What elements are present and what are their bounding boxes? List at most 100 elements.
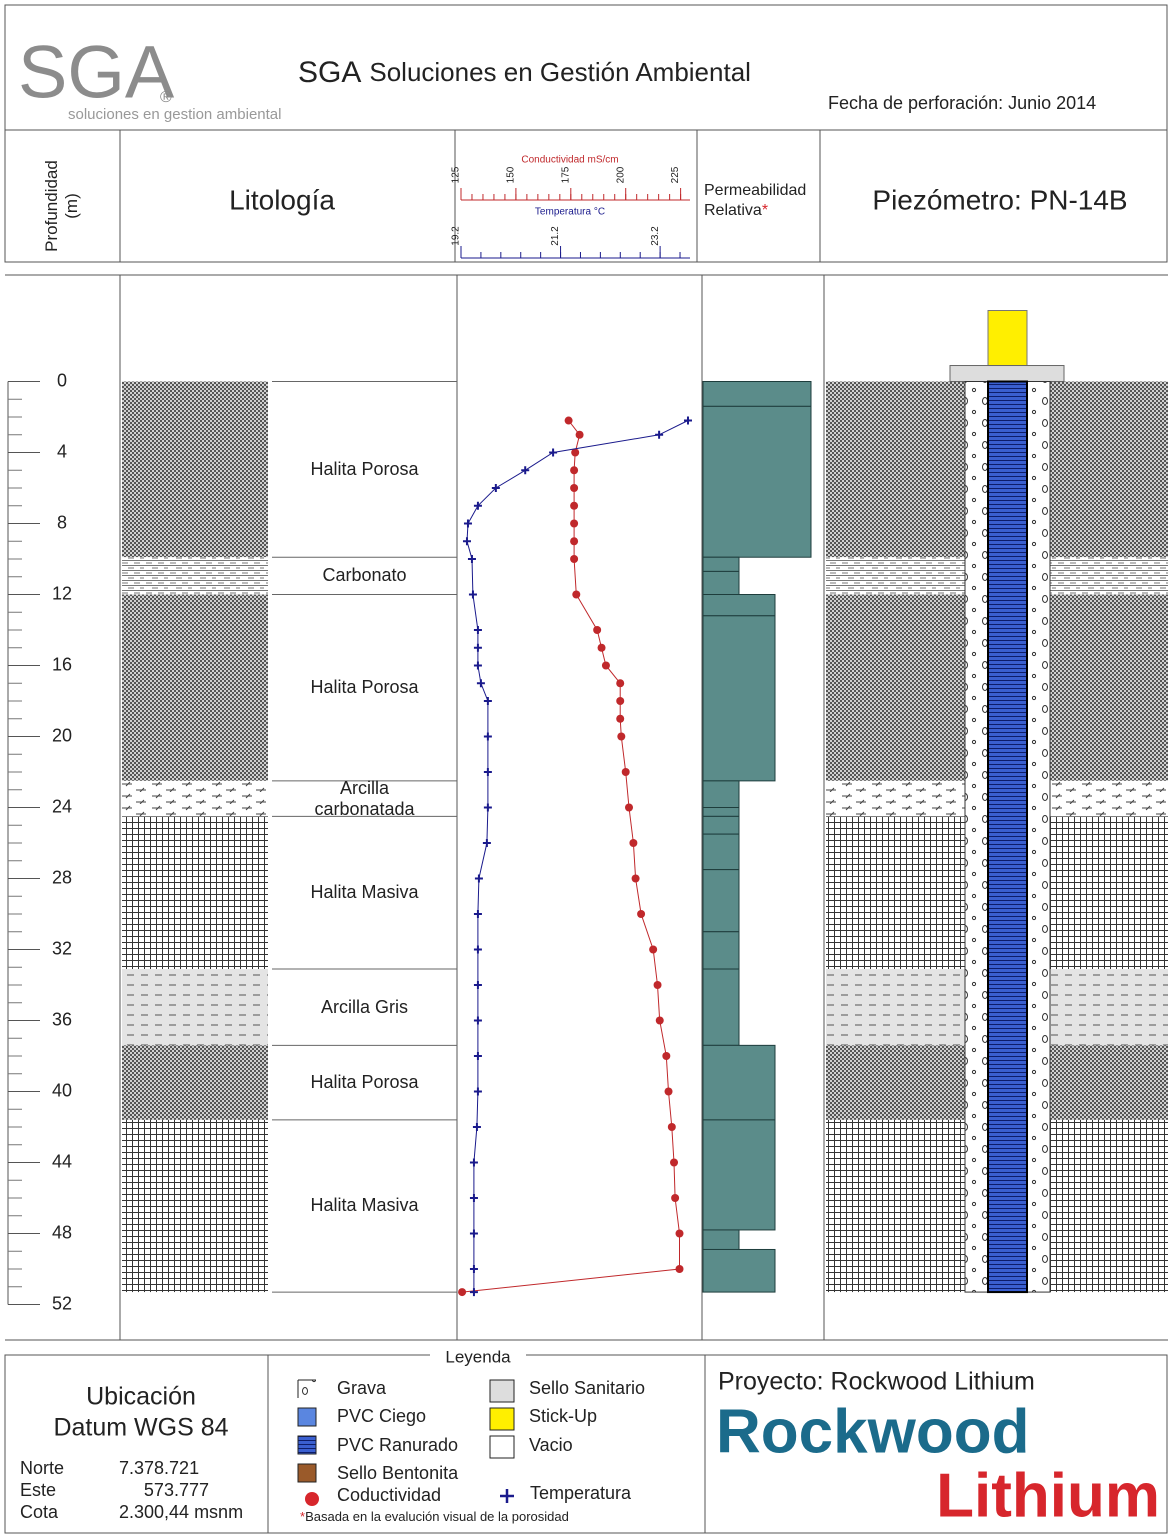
lithology-layer — [826, 969, 965, 1046]
conductivity-point — [667, 1123, 676, 1131]
conductivity-point — [629, 839, 638, 847]
lithology-layer — [122, 969, 268, 1046]
note-marker: * — [300, 1509, 306, 1524]
conductivity-point — [571, 448, 580, 457]
ruler-tick-label: 175 — [560, 166, 571, 183]
stick-up — [987, 310, 1028, 367]
temperature-point — [472, 1123, 481, 1131]
permeability-bar — [702, 405, 812, 558]
temperature-point — [469, 1288, 478, 1297]
lithology-layer — [1050, 594, 1168, 781]
depth-tick-label: 12 — [52, 583, 72, 603]
permeability-bar — [702, 556, 740, 572]
conductivity-point — [564, 416, 573, 425]
project-frame — [704, 1354, 1168, 1534]
logo-tagline: soluciones en gestion ambiental — [68, 106, 281, 123]
conductivity-point — [572, 590, 581, 599]
logo-mark: ® — [160, 89, 172, 106]
conductivity-point — [570, 555, 579, 563]
temperature-point — [462, 537, 471, 546]
temperature-point — [655, 430, 664, 439]
conductivity-point — [617, 732, 626, 741]
temperature-point — [469, 1265, 478, 1273]
series-name: Conductividad mS/cm — [521, 155, 618, 166]
legend-item: Vacio — [529, 1435, 573, 1455]
title-text: Soluciones en Gestión Ambiental — [369, 57, 751, 87]
depth-tick-label: 20 — [52, 725, 72, 745]
ruler-tick-label: 19.2 — [451, 226, 462, 246]
lithology-layer — [826, 1045, 965, 1120]
conductivity-point — [631, 874, 640, 883]
lithology-layer — [122, 381, 268, 558]
depth-tick-label: 48 — [52, 1222, 72, 1242]
depth-tick-label: 16 — [52, 654, 72, 674]
column-header-frame — [4, 129, 1168, 263]
temperature-point — [473, 626, 482, 634]
project-title: Proyecto: Rockwood Lithium — [718, 1368, 1035, 1396]
date: Fecha de perforación: Junio 2014 — [828, 93, 1096, 113]
lithology-label: Halita Porosa — [310, 677, 419, 698]
lithology-layer — [1050, 557, 1168, 595]
conductivity-point — [671, 1194, 680, 1202]
depth-tick-label: 44 — [52, 1151, 72, 1171]
conductivity-point — [597, 643, 606, 652]
conductivity-point — [570, 501, 579, 510]
lithology-layer — [826, 381, 965, 558]
conductivity-point — [601, 661, 610, 670]
temperature-point — [483, 803, 492, 812]
well-header: Piezómetro: PN-14B — [872, 184, 1127, 215]
lithology-layer — [122, 1045, 268, 1120]
conductivity-point — [664, 1087, 673, 1096]
temperature-point — [467, 555, 476, 563]
legend-item: PVC Ciego — [337, 1406, 426, 1426]
permeability-bar — [702, 1119, 776, 1231]
depth-tick-label: 36 — [52, 1009, 72, 1029]
lithology-layer — [1050, 969, 1168, 1046]
legend-item: Temperatura — [530, 1483, 632, 1503]
permeability-bar — [702, 833, 740, 871]
lithology-layer — [826, 557, 965, 595]
conductivity-point — [670, 1158, 679, 1167]
location-key: Este — [20, 1480, 56, 1500]
temperature-point — [473, 661, 482, 670]
conductivity-point — [621, 768, 630, 776]
lithology-layer — [1050, 381, 1168, 558]
permeability-bar — [702, 1229, 740, 1250]
temperature-point — [463, 519, 472, 528]
lithology-label: Halita Masiva — [310, 882, 419, 903]
conductivity-point — [570, 537, 579, 546]
location-value: 573.777 — [144, 1480, 209, 1500]
depth-label: Profundidad (m) — [42, 146, 82, 266]
temperature-point — [683, 416, 692, 425]
depth-tick-label: 24 — [52, 796, 72, 816]
legend-item: Grava — [337, 1378, 387, 1398]
depth-tick-label: 8 — [57, 512, 67, 532]
permeability-bar — [702, 615, 776, 782]
depth-label-text: Profundidad (m) — [42, 160, 81, 252]
conductivity-point — [616, 679, 625, 688]
title: SGA Soluciones en Gestión Ambiental — [298, 56, 751, 89]
temperature-point — [482, 839, 491, 847]
permeability-bar — [702, 1248, 776, 1293]
location-title: Ubicación — [86, 1383, 196, 1411]
lithology-layer — [122, 780, 268, 817]
temperature-point — [549, 448, 558, 457]
permeability-header-text: Permeabilidad Relativa — [704, 182, 807, 219]
lithology-layer — [122, 816, 268, 970]
sanitary-seal — [949, 365, 1065, 382]
project-logo-top: Rockwood — [716, 1397, 1029, 1466]
temperature-point — [521, 466, 530, 475]
lithology-layer — [1050, 1119, 1168, 1293]
lithology-label: Halita Porosa — [310, 1072, 419, 1093]
legend-note: *Basada en la evalución visual de la por… — [300, 1509, 569, 1524]
permeability-header: Permeabilidad Relativa* — [704, 181, 822, 221]
permeability-bar — [702, 1044, 776, 1121]
lithology-layer — [1050, 816, 1168, 970]
note-marker: * — [761, 202, 769, 219]
conductivity-point — [570, 466, 579, 475]
legend-item: Stick-Up — [529, 1406, 597, 1426]
legend-title: Leyenda — [445, 1347, 511, 1366]
legend-icons — [297, 1379, 515, 1506]
